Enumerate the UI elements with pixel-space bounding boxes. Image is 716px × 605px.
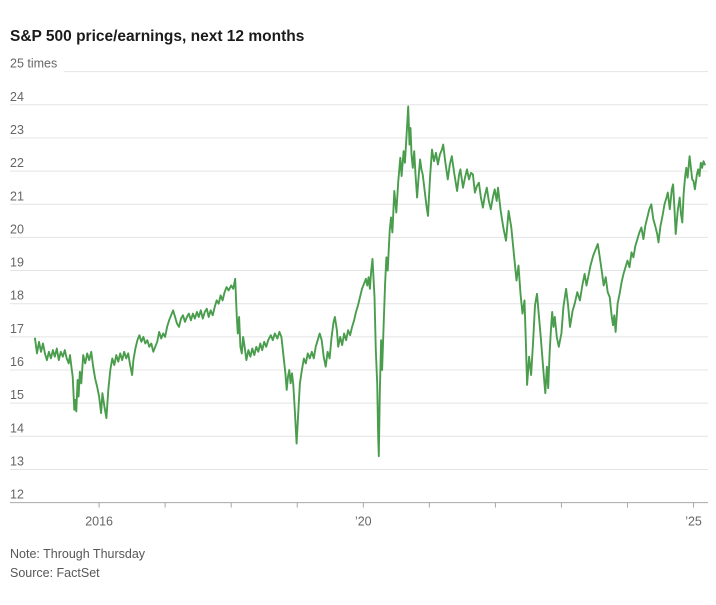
x-axis-label: 2016 bbox=[85, 515, 113, 529]
chart-footer: Note: Through Thursday Source: FactSet bbox=[10, 545, 145, 582]
y-axis-label: 23 bbox=[10, 123, 24, 137]
y-axis-label: 20 bbox=[10, 222, 24, 236]
chart-title: S&P 500 price/earnings, next 12 months bbox=[10, 28, 305, 46]
x-axis-label: ’25 bbox=[685, 515, 702, 529]
chart-note: Note: Through Thursday bbox=[10, 547, 146, 561]
chart-source: Source: FactSet bbox=[10, 565, 100, 580]
pe-line-series bbox=[34, 105, 706, 458]
y-axis-label: 18 bbox=[10, 289, 24, 303]
y-axis-label: 13 bbox=[10, 454, 24, 468]
y-axis-label: 17 bbox=[10, 322, 24, 336]
y-axis-label: 16 bbox=[10, 355, 24, 369]
y-axis-label: 21 bbox=[10, 189, 24, 203]
y-axis-label: 15 bbox=[10, 388, 24, 402]
x-axis-label: ’20 bbox=[355, 515, 372, 529]
y-axis-label: 24 bbox=[10, 90, 24, 104]
y-axis-label: 19 bbox=[10, 256, 24, 270]
y-axis-label: 25 times bbox=[10, 57, 57, 71]
y-axis-label: 22 bbox=[10, 156, 24, 170]
y-axis-label: 14 bbox=[10, 421, 24, 435]
y-axis-label: 12 bbox=[10, 488, 24, 502]
